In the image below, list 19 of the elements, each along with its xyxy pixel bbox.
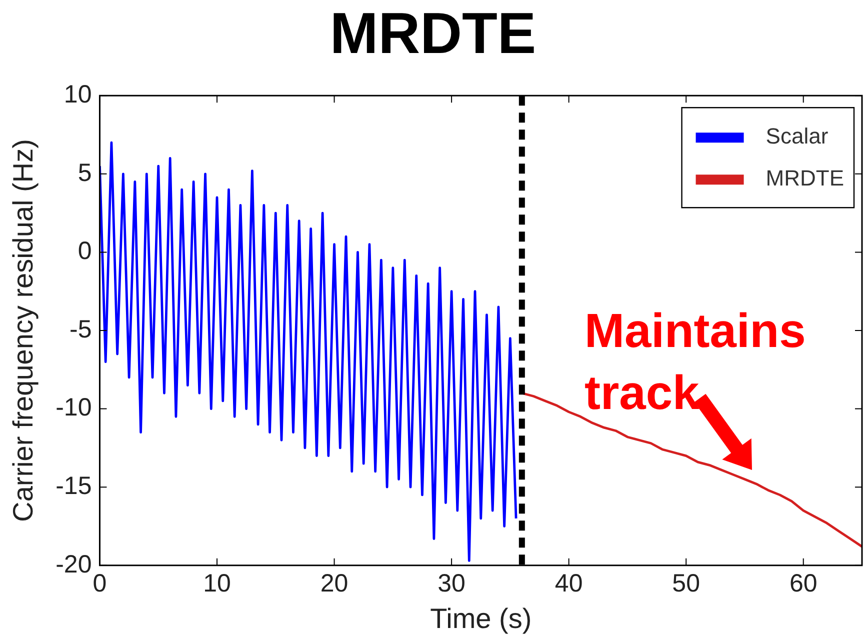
y-tick-label: 0 [78,237,92,266]
x-tick-label: 10 [203,569,231,598]
annotation: Maintains track [584,304,806,420]
x-tick-label: 50 [672,569,700,598]
y-tick-label: 5 [78,158,92,187]
y-axis-title: Carrier frequency residual (Hz) [8,139,39,522]
x-axis-title: Time (s) [430,602,532,634]
x-tick-label: 30 [438,569,466,598]
legend-label: MRDTE [766,166,844,191]
y-tick-label: -10 [56,394,92,422]
x-tick-label: 60 [789,569,818,598]
y-tick-label: -5 [70,315,92,344]
x-tick-label: 40 [554,569,583,598]
chart-title: MRDTE [330,0,536,66]
y-tick-label: -15 [56,472,92,500]
y-tick-label: 10 [64,80,92,108]
legend-label: Scalar [766,124,828,149]
y-tick-label: -20 [56,550,92,578]
x-tick-label: 20 [320,569,348,598]
